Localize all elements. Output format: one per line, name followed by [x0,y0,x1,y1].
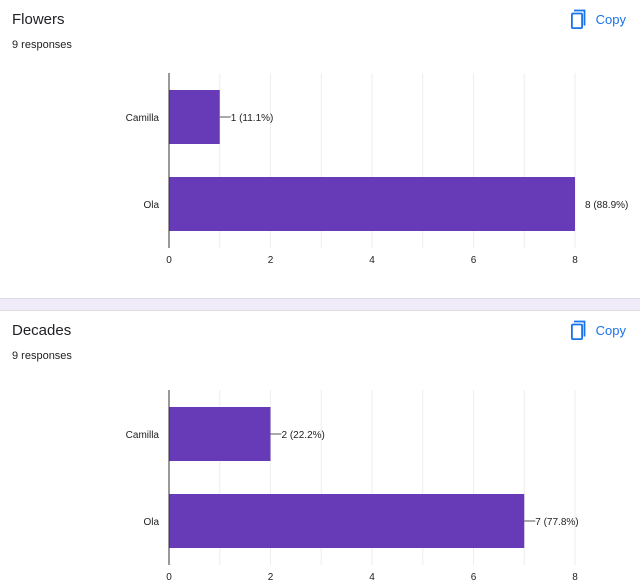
value-label: 2 (22.2%) [282,430,325,441]
copy-chart-button[interactable]: Copy [570,320,626,340]
bar-chart-decades: Camilla 2 (22.2%) Ola 7 (77.8%) 0 2 4 6 8 [126,390,579,583]
copy-label: Copy [595,11,626,27]
x-tick-label: 4 [369,572,375,583]
response-count: 9 responses [12,39,72,51]
section-divider [0,298,640,311]
category-label: Camilla [126,113,160,124]
x-tick-label: 2 [268,255,274,266]
x-tick-label: 6 [471,255,477,266]
bar-ola[interactable] [169,494,525,548]
response-count: 9 responses [12,350,72,362]
question-card-decades: Decades 9 responses Copy Camilla 2 (22.2%… [0,311,640,583]
bar-camilla[interactable] [169,407,271,461]
category-label: Ola [143,200,159,211]
x-tick-label: 8 [572,255,578,266]
bar-ola[interactable] [169,177,575,231]
bar-chart-flowers: Camilla 1 (11.1%) Ola 8 (88.9%) 0 2 4 6 8 [126,73,628,266]
value-label: 8 (88.9%) [585,200,628,211]
x-tick-label: 2 [268,572,274,583]
question-title: Decades [12,322,72,339]
value-label: 1 (11.1%) [231,113,274,124]
question-card-flowers: Flowers 9 responses Copy Camilla 1 (11.1%… [12,9,629,266]
x-tick-label: 4 [369,255,375,266]
value-label: 7 (77.8%) [535,517,578,528]
category-label: Camilla [126,430,160,441]
bar-camilla[interactable] [169,90,220,144]
x-tick-label: 8 [572,572,578,583]
copy-icon [570,9,586,29]
x-tick-label: 0 [166,572,172,583]
copy-icon [570,320,586,340]
copy-chart-button[interactable]: Copy [570,9,626,29]
x-tick-label: 6 [471,572,477,583]
question-title: Flowers [12,11,65,28]
x-tick-label: 0 [166,255,172,266]
copy-label: Copy [595,322,626,338]
category-label: Ola [143,517,159,528]
